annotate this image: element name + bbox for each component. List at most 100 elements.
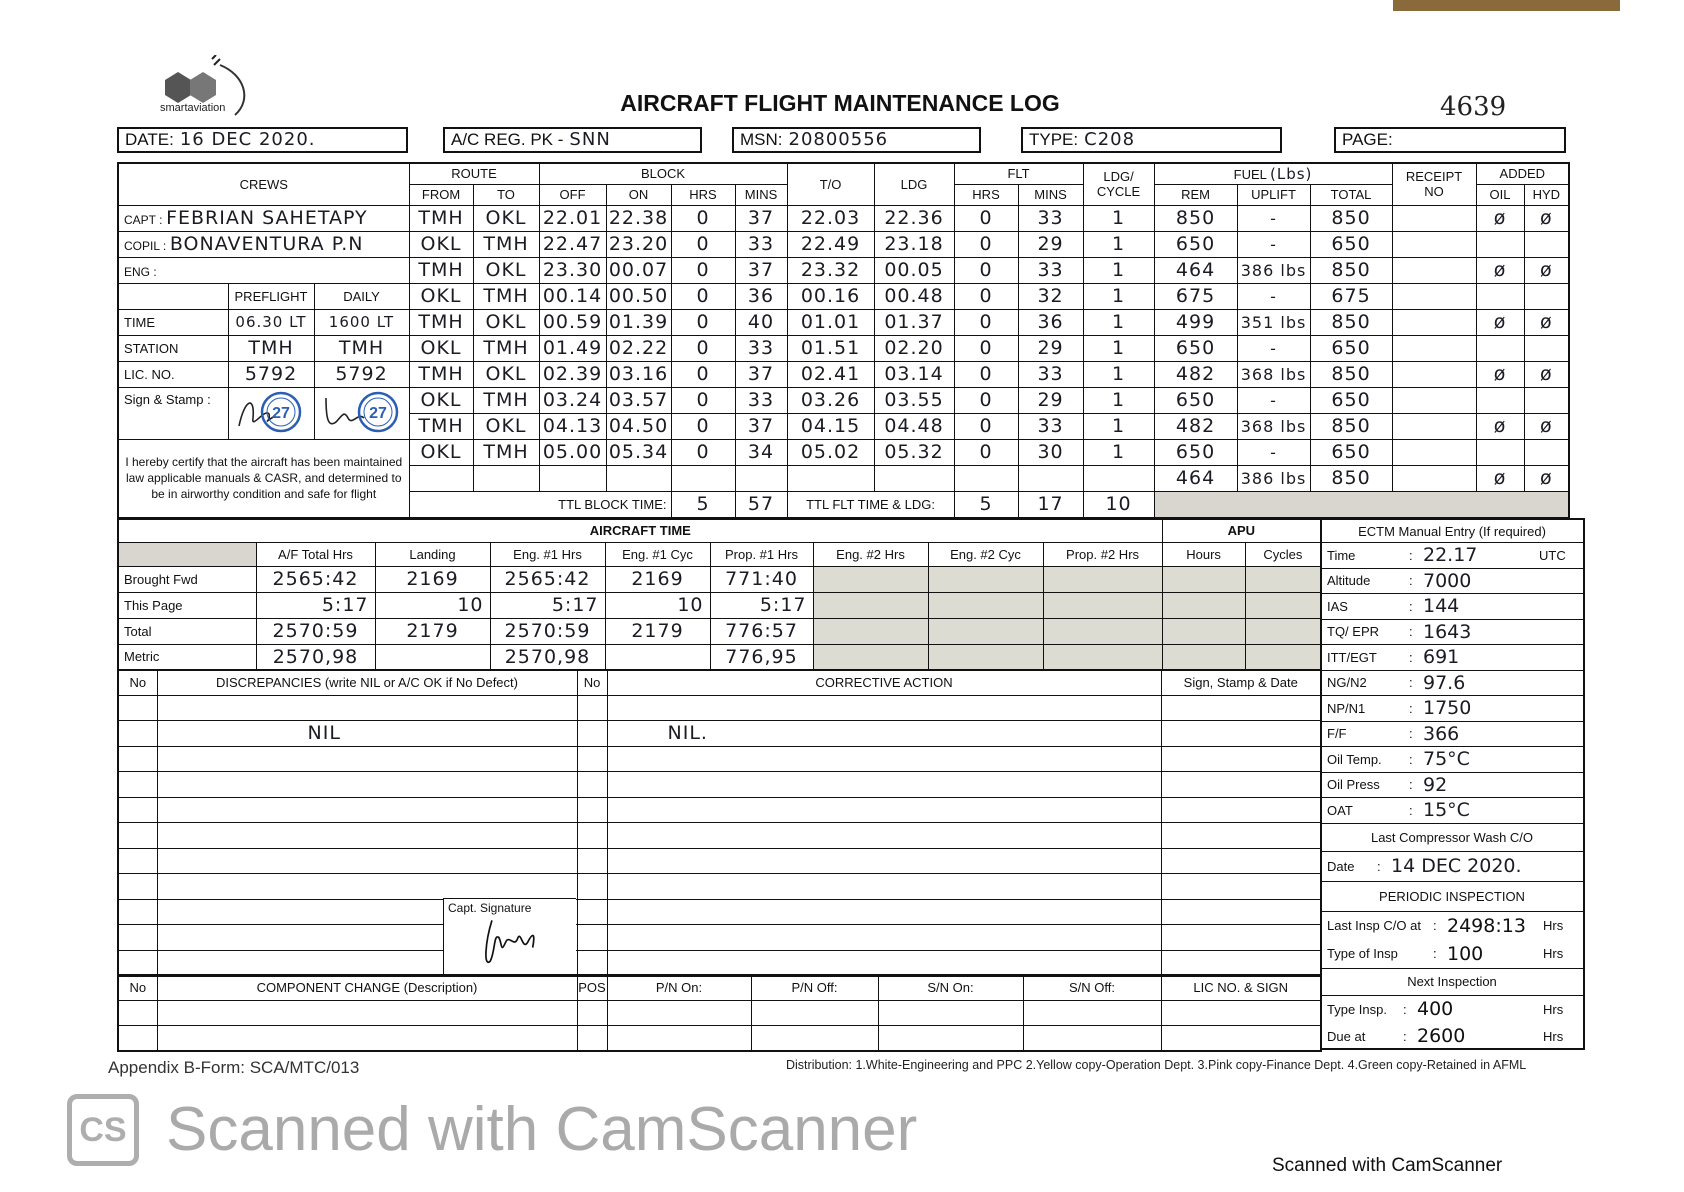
action-no-cell[interactable] (576, 745, 608, 772)
corrective-action-cell[interactable] (606, 771, 1162, 798)
corrective-action-cell[interactable] (606, 898, 1162, 925)
block-header: BLOCK (538, 162, 788, 185)
component-change-cell[interactable] (156, 999, 578, 1026)
landing-cell: 03.14 (873, 360, 955, 388)
discrepancy-no-cell[interactable] (117, 847, 158, 874)
component-change-cell[interactable] (576, 999, 608, 1026)
sign-stamp-date-cell[interactable] (1160, 720, 1322, 747)
component-change-cell[interactable] (576, 1025, 608, 1052)
discrepancy-no-cell[interactable] (117, 822, 158, 849)
hyd-added-cell: ø (1523, 412, 1570, 440)
ectm-value: 22.17 (1423, 544, 1478, 567)
fuel-uplift-cell: - (1236, 386, 1311, 414)
discrepancy-text-cell[interactable] (156, 796, 578, 823)
action-no-cell[interactable] (576, 873, 608, 900)
flight-row: LIC. NO. 5792 5792 TMH OKL 02.39 03.16 0 37 02… (117, 360, 1570, 388)
discrepancy-text-cell[interactable] (156, 745, 578, 772)
ectm-row: NG/N2:97.6 (1321, 671, 1583, 696)
sign-stamp-date-cell[interactable] (1160, 694, 1322, 721)
corrective-action-cell[interactable] (606, 873, 1162, 900)
sign-stamp-date-cell[interactable] (1160, 745, 1322, 772)
block-on-cell: 05.34 (605, 438, 672, 466)
discrepancy-no-cell[interactable] (117, 924, 158, 951)
registration-value: SNN (569, 129, 611, 150)
corrective-action-cell[interactable] (606, 694, 1162, 721)
component-change-cell[interactable] (1022, 1025, 1162, 1052)
action-no-cell[interactable] (576, 771, 608, 798)
component-change-cell[interactable] (750, 1025, 879, 1052)
discrepancy-text-cell[interactable] (156, 822, 578, 849)
component-change-cell[interactable] (606, 1025, 752, 1052)
component-change-cell[interactable] (117, 1025, 158, 1052)
discrepancy-no-cell[interactable] (117, 949, 158, 976)
sign-stamp-date-cell[interactable] (1160, 949, 1322, 976)
discrepancy-no-cell[interactable] (117, 873, 158, 900)
component-change-cell[interactable] (750, 999, 879, 1026)
preflight-stamp: 27 (227, 386, 315, 440)
ectm-label: F/F (1327, 726, 1347, 742)
discrepancy-text-cell[interactable] (156, 771, 578, 798)
type-label: TYPE: (1029, 130, 1079, 149)
discrepancy-no-cell[interactable] (117, 771, 158, 798)
flight-hrs-cell: 0 (953, 438, 1019, 466)
discrepancy-header: DISCREPANCIES (write NIL or A/C OK if No… (156, 669, 578, 696)
action-no-cell[interactable] (576, 796, 608, 823)
cycle-header-line1: LDG/ (1103, 169, 1134, 185)
corrective-action-cell[interactable] (606, 847, 1162, 874)
component-change-cell[interactable] (877, 1025, 1024, 1052)
sign-stamp-date-cell[interactable] (1160, 796, 1322, 823)
component-change-cell[interactable] (1160, 1025, 1322, 1052)
from-cell: TMH (408, 256, 474, 284)
discrepancy-no-cell[interactable] (117, 694, 158, 721)
flight-hrs-cell: 0 (953, 308, 1019, 336)
receipt-no-cell (1391, 438, 1477, 466)
action-no-cell[interactable] (576, 720, 608, 747)
fuel-remaining-cell: 482 (1153, 412, 1238, 440)
date-label: DATE: (125, 130, 174, 149)
aircraft-time-value (1161, 643, 1246, 671)
action-no-cell[interactable] (576, 694, 608, 721)
corrective-action-cell[interactable]: NIL. (606, 720, 1162, 747)
hrs-unit: Hrs (1543, 1001, 1564, 1017)
discrepancy-no-cell[interactable] (117, 898, 158, 925)
corrective-action-cell[interactable] (606, 745, 1162, 772)
total-flight-mins: 17 (1017, 490, 1084, 519)
component-change-cell[interactable] (877, 999, 1024, 1026)
action-no-cell[interactable] (576, 898, 608, 925)
component-change-cell[interactable] (117, 999, 158, 1026)
sign-stamp-date-cell[interactable] (1160, 873, 1322, 900)
corrective-action-cell[interactable] (606, 924, 1162, 951)
discrepancy-text-cell[interactable] (156, 873, 578, 900)
component-change-cell[interactable] (1160, 999, 1322, 1026)
action-no-cell[interactable] (576, 822, 608, 849)
fuel-remaining-cell: 482 (1153, 360, 1238, 388)
component-change-cell[interactable] (156, 1025, 578, 1052)
sign-stamp-date-cell[interactable] (1160, 898, 1322, 925)
action-no-cell[interactable] (576, 847, 608, 874)
discrepancy-no-cell[interactable] (117, 720, 158, 747)
discrepancy-text-cell[interactable] (156, 694, 578, 721)
corrective-action-cell[interactable] (606, 949, 1162, 976)
discrepancy-text-cell[interactable] (156, 847, 578, 874)
sign-stamp-date-cell[interactable] (1160, 771, 1322, 798)
discrepancy-no-cell[interactable] (117, 796, 158, 823)
to-cell: OKL (472, 256, 540, 284)
sign-stamp-date-cell[interactable] (1160, 847, 1322, 874)
block-on-cell (605, 464, 672, 492)
landing-cell: 02.20 (873, 334, 955, 362)
distribution-note: Distribution: 1.White-Engineering and PP… (786, 1058, 1527, 1072)
action-no-cell[interactable] (576, 924, 608, 951)
discrepancy-text-cell[interactable]: NIL (156, 720, 578, 747)
sign-stamp-date-cell[interactable] (1160, 924, 1322, 951)
component-change-cell[interactable] (1022, 999, 1162, 1026)
corrective-action-cell[interactable] (606, 796, 1162, 823)
corrective-action-cell[interactable] (606, 822, 1162, 849)
component-change-cell[interactable] (606, 999, 752, 1026)
cycle-cell: 1 (1082, 360, 1155, 388)
action-no-cell[interactable] (576, 949, 608, 976)
block-mins-cell (734, 464, 788, 492)
last-insp-value: 2498:13 (1447, 914, 1526, 937)
sign-stamp-date-cell[interactable] (1160, 822, 1322, 849)
added-header: ADDED (1475, 162, 1570, 185)
discrepancy-no-cell[interactable] (117, 745, 158, 772)
